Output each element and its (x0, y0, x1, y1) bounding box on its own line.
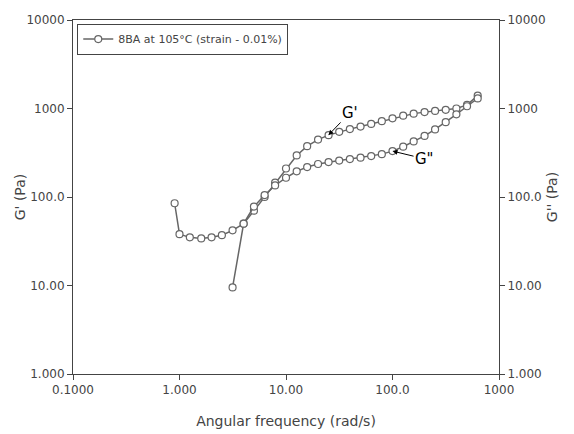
svg-text:Angular frequency (rad/s): Angular frequency (rad/s) (196, 413, 376, 429)
svg-text:100.0: 100.0 (507, 190, 541, 204)
svg-text:1.000: 1.000 (507, 367, 541, 381)
svg-text:8BA at 105°C (strain - 0.01%): 8BA at 105°C (strain - 0.01%) (118, 33, 282, 46)
svg-text:1000: 1000 (34, 102, 65, 116)
svg-text:10.00: 10.00 (507, 279, 541, 293)
svg-text:0.1000: 0.1000 (52, 383, 94, 397)
svg-text:100.0: 100.0 (375, 383, 409, 397)
svg-text:10000: 10000 (507, 13, 545, 27)
svg-text:1.000: 1.000 (30, 367, 64, 381)
svg-text:G': G' (342, 104, 358, 122)
svg-text:1.000: 1.000 (162, 383, 196, 397)
svg-text:10000: 10000 (26, 13, 64, 27)
svg-text:100.0: 100.0 (30, 190, 64, 204)
svg-text:1000: 1000 (507, 102, 538, 116)
svg-text:G' (Pa): G' (Pa) (12, 174, 28, 220)
svg-text:10.00: 10.00 (269, 383, 303, 397)
svg-text:1000: 1000 (484, 383, 515, 397)
svg-text:10.00: 10.00 (30, 279, 64, 293)
svg-text:G": G" (415, 150, 434, 168)
svg-text:G'' (Pa): G'' (Pa) (544, 172, 560, 222)
